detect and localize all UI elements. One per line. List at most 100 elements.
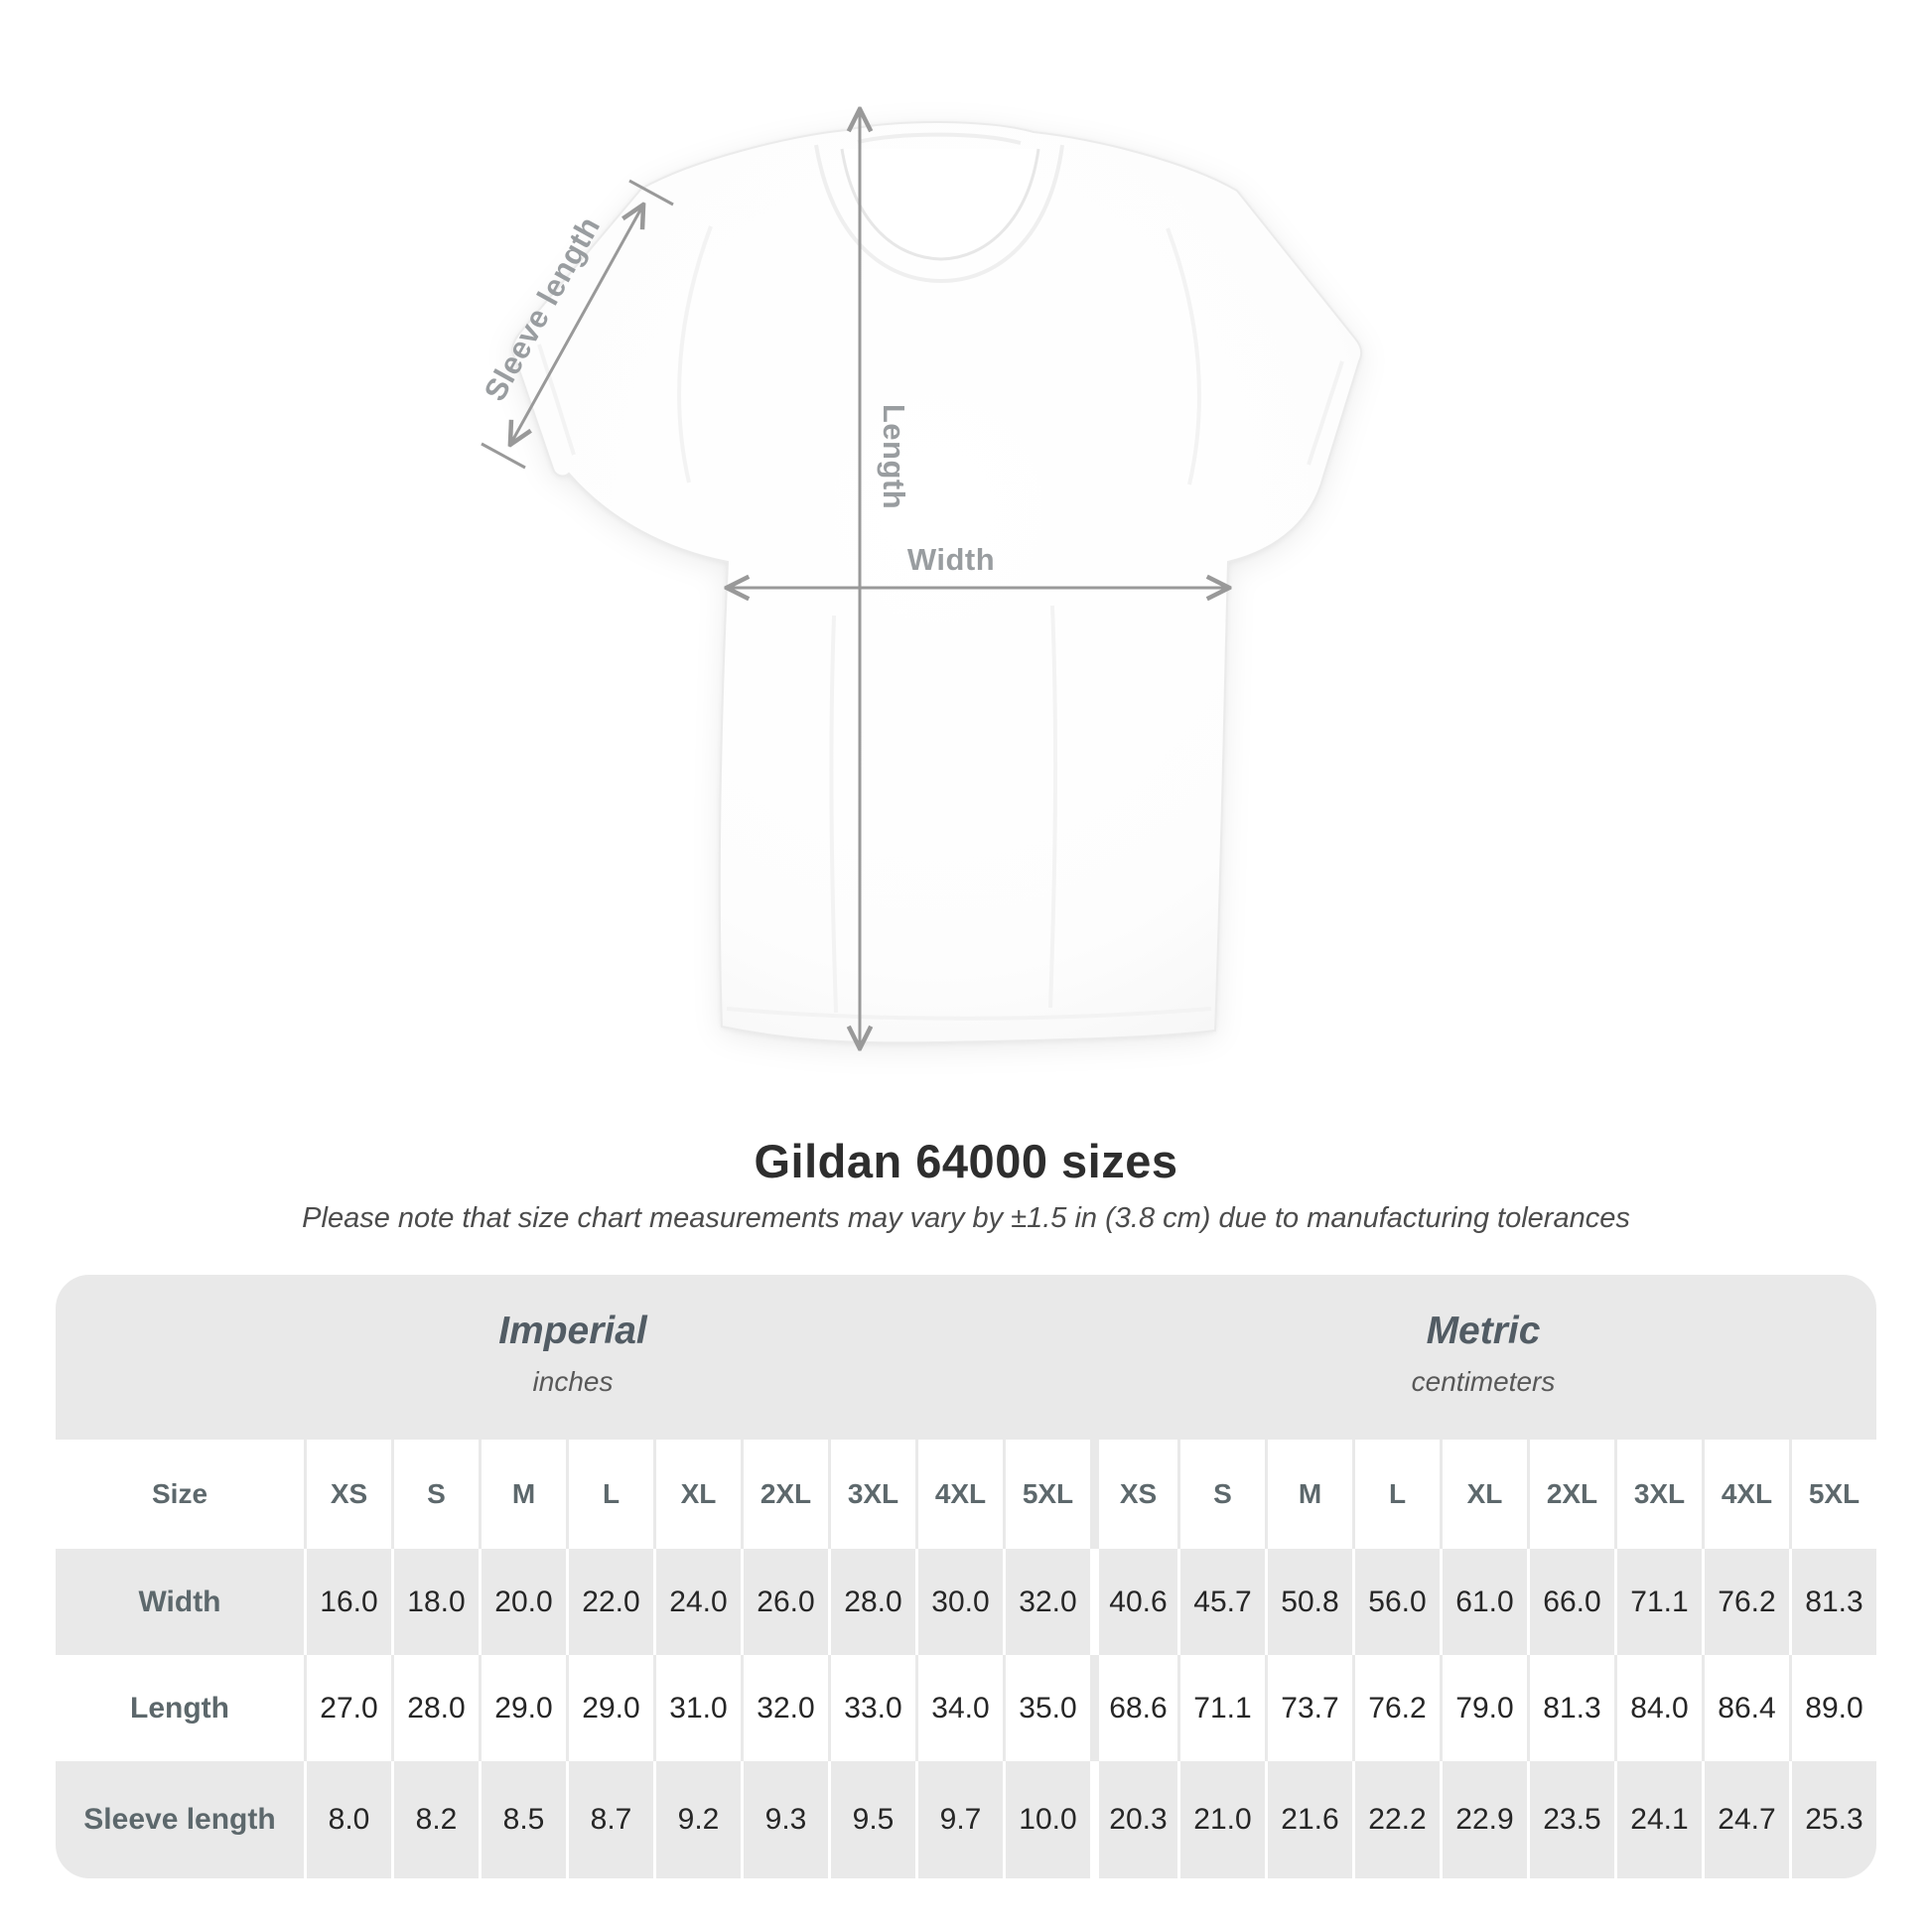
size-col-header-metric-3xl: 3XL	[1614, 1440, 1702, 1549]
unit-group-imperial: Imperial inches	[56, 1275, 1090, 1440]
cell-sleeve-metric-4xl: 24.7	[1702, 1761, 1789, 1878]
cell-length-imperial-m: 29.0	[479, 1655, 566, 1761]
size-chart-table: Imperial inches Metric centimeters Size …	[56, 1275, 1876, 1878]
cell-length-metric-4xl: 86.4	[1702, 1655, 1789, 1761]
cell-width-imperial-l: 22.0	[566, 1549, 653, 1655]
cell-length-imperial-5xl: 35.0	[1003, 1655, 1090, 1761]
cell-sleeve-metric-s: 21.0	[1177, 1761, 1265, 1878]
fold-line	[1048, 605, 1058, 1009]
cell-width-imperial-m: 20.0	[479, 1549, 566, 1655]
cell-length-imperial-4xl: 34.0	[915, 1655, 1003, 1761]
cell-width-metric-3xl: 71.1	[1614, 1549, 1702, 1655]
right-armhole-seam	[1166, 227, 1201, 485]
unit-group-metric: Metric centimeters	[1090, 1275, 1876, 1440]
width-label: Width	[907, 542, 995, 577]
cell-width-imperial-4xl: 30.0	[915, 1549, 1003, 1655]
cell-length-metric-xl: 79.0	[1440, 1655, 1527, 1761]
cell-width-metric-m: 50.8	[1265, 1549, 1352, 1655]
cell-sleeve-metric-xl: 22.9	[1440, 1761, 1527, 1878]
metric-unit: centimeters	[1411, 1365, 1556, 1397]
cell-sleeve-metric-l: 22.2	[1352, 1761, 1440, 1878]
cell-width-metric-2xl: 66.0	[1527, 1549, 1614, 1655]
row-label-length: Length	[56, 1655, 304, 1761]
cell-length-metric-s: 71.1	[1177, 1655, 1265, 1761]
collar-outer-seam	[814, 144, 1064, 284]
sleeve-length-tick-bottom	[481, 442, 526, 470]
size-col-header-metric-s: S	[1177, 1440, 1265, 1549]
sleeve-length-arrow	[511, 207, 642, 443]
cell-sleeve-metric-3xl: 24.1	[1614, 1761, 1702, 1878]
cell-length-imperial-xl: 31.0	[653, 1655, 741, 1761]
size-col-header-metric-m: M	[1265, 1440, 1352, 1549]
cell-length-metric-2xl: 81.3	[1527, 1655, 1614, 1761]
size-col-header-imperial-2xl: 2XL	[741, 1440, 828, 1549]
cell-sleeve-imperial-l: 8.7	[566, 1761, 653, 1878]
cell-length-metric-l: 76.2	[1352, 1655, 1440, 1761]
cell-sleeve-imperial-4xl: 9.7	[915, 1761, 1003, 1878]
cell-width-metric-5xl: 81.3	[1789, 1549, 1876, 1655]
cell-sleeve-imperial-xl: 9.2	[653, 1761, 741, 1878]
cell-sleeve-metric-2xl: 23.5	[1527, 1761, 1614, 1878]
cell-sleeve-imperial-5xl: 10.0	[1003, 1761, 1090, 1878]
shirt-measurement-figure: Sleeve length Length Width	[478, 0, 1363, 1120]
page-title: Gildan 64000 sizes	[754, 1135, 1178, 1187]
size-col-header-metric-l: L	[1352, 1440, 1440, 1549]
size-column-label: Size	[56, 1440, 304, 1549]
cell-sleeve-imperial-s: 8.2	[391, 1761, 479, 1878]
cell-sleeve-imperial-m: 8.5	[479, 1761, 566, 1878]
tolerance-note: Please note that size chart measurements…	[302, 1202, 1630, 1234]
cell-length-metric-5xl: 89.0	[1789, 1655, 1876, 1761]
size-col-header-imperial-s: S	[391, 1440, 479, 1549]
cell-length-metric-xs: 68.6	[1090, 1655, 1177, 1761]
size-col-header-imperial-xs: XS	[304, 1440, 391, 1549]
cell-width-metric-s: 45.7	[1177, 1549, 1265, 1655]
size-col-header-metric-2xl: 2XL	[1527, 1440, 1614, 1549]
right-sleeve-hem	[1307, 360, 1344, 466]
row-label-sleeve-length: Sleeve length	[83, 1803, 276, 1836]
size-col-header-imperial-4xl: 4XL	[915, 1440, 1003, 1549]
cell-width-imperial-s: 18.0	[391, 1549, 479, 1655]
shirt-diagram: Sleeve length Length Width	[478, 0, 1363, 1120]
metric-label: Metric	[1426, 1309, 1541, 1352]
cell-width-imperial-5xl: 32.0	[1003, 1549, 1090, 1655]
cell-sleeve-imperial-2xl: 9.3	[741, 1761, 828, 1878]
cell-sleeve-metric-m: 21.6	[1265, 1761, 1352, 1878]
cell-width-imperial-xl: 24.0	[653, 1549, 741, 1655]
cell-length-imperial-2xl: 32.0	[741, 1655, 828, 1761]
heading: Gildan 64000 sizes Please note that size…	[0, 1134, 1932, 1235]
cell-sleeve-imperial-xs: 8.0	[304, 1761, 391, 1878]
cell-sleeve-metric-xs: 20.3	[1090, 1761, 1177, 1878]
imperial-label: Imperial	[498, 1309, 647, 1352]
cell-length-imperial-s: 28.0	[391, 1655, 479, 1761]
fold-line	[829, 615, 838, 1014]
size-col-header-imperial-l: L	[566, 1440, 653, 1549]
row-label-width: Width	[138, 1585, 221, 1618]
size-col-header-imperial-3xl: 3XL	[828, 1440, 915, 1549]
imperial-unit: inches	[532, 1365, 614, 1397]
cell-width-metric-xs: 40.6	[1090, 1549, 1177, 1655]
cell-width-imperial-2xl: 26.0	[741, 1549, 828, 1655]
back-collar-seam	[857, 132, 1022, 145]
sleeve-length-tick-top	[628, 179, 674, 207]
cell-width-metric-4xl: 76.2	[1702, 1549, 1789, 1655]
cell-width-imperial-3xl: 28.0	[828, 1549, 915, 1655]
size-col-header-metric-xs: XS	[1090, 1440, 1177, 1549]
cell-sleeve-imperial-3xl: 9.5	[828, 1761, 915, 1878]
cell-width-imperial-xs: 16.0	[304, 1549, 391, 1655]
cell-width-metric-xl: 61.0	[1440, 1549, 1527, 1655]
tshirt-photo	[511, 121, 1363, 1044]
cell-length-metric-m: 73.7	[1265, 1655, 1352, 1761]
cell-length-imperial-l: 29.0	[566, 1655, 653, 1761]
size-col-header-metric-4xl: 4XL	[1702, 1440, 1789, 1549]
length-label: Length	[877, 404, 911, 509]
bottom-hem-seam	[726, 1007, 1212, 1021]
size-col-header-imperial-5xl: 5XL	[1003, 1440, 1090, 1549]
cell-length-metric-3xl: 84.0	[1614, 1655, 1702, 1761]
size-col-header-metric-5xl: 5XL	[1789, 1440, 1876, 1549]
size-col-header-imperial-xl: XL	[653, 1440, 741, 1549]
cell-length-imperial-3xl: 33.0	[828, 1655, 915, 1761]
cell-length-imperial-xs: 27.0	[304, 1655, 391, 1761]
size-col-header-metric-xl: XL	[1440, 1440, 1527, 1549]
cell-sleeve-metric-5xl: 25.3	[1789, 1761, 1876, 1878]
cell-width-metric-l: 56.0	[1352, 1549, 1440, 1655]
